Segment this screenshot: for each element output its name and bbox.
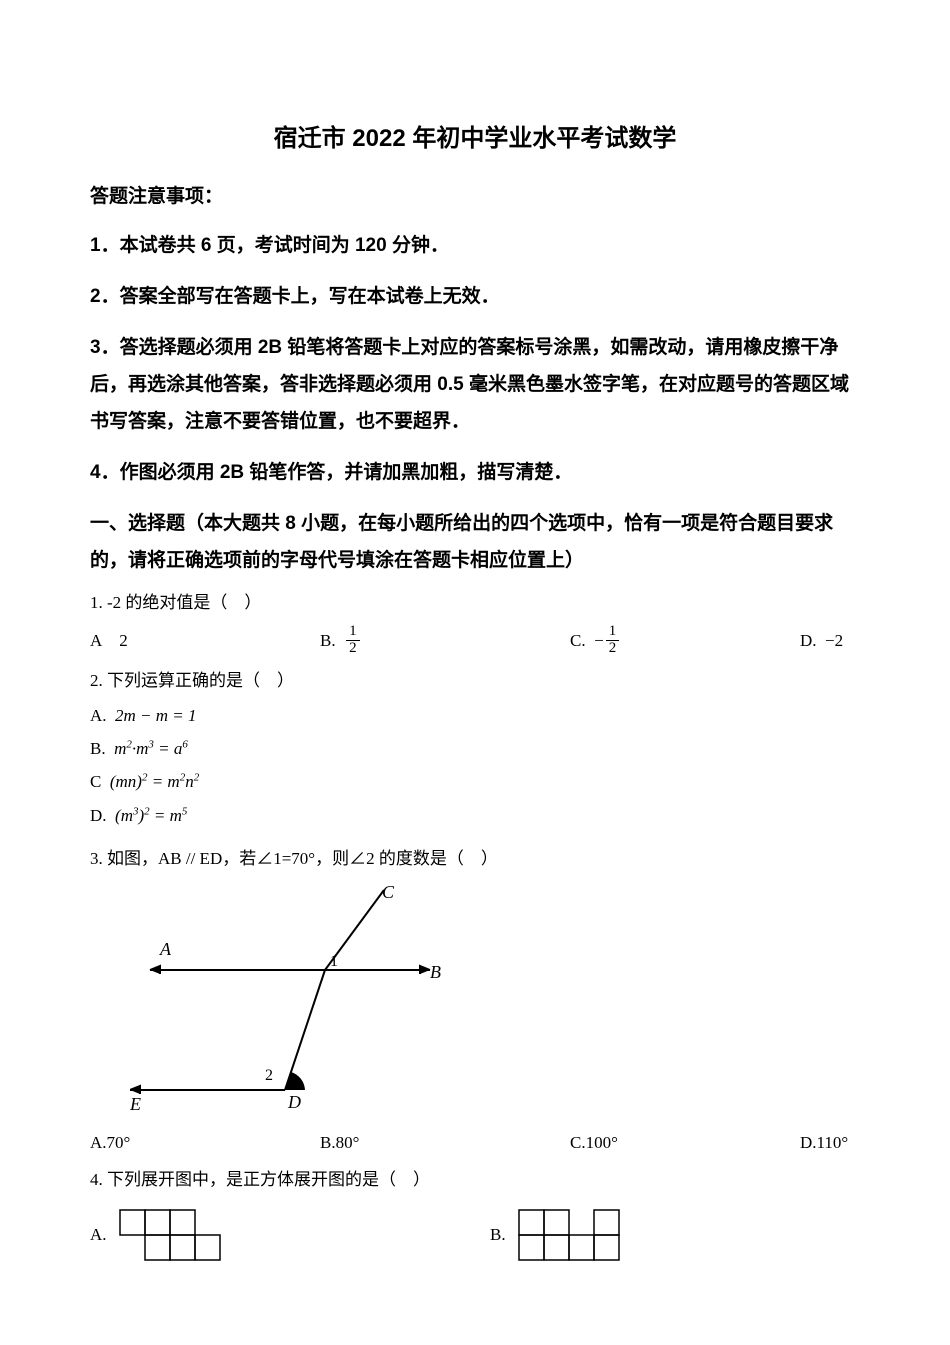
- q3-option-a: A. 70°: [90, 1129, 320, 1156]
- q4-options-row: A. B.: [90, 1205, 860, 1263]
- label-B: B: [430, 962, 441, 982]
- q3-option-b: B. 80°: [320, 1129, 570, 1156]
- instruction-2: 2．答案全部写在答题卡上，写在本试卷上无效．: [90, 278, 860, 315]
- label-A: A: [159, 939, 172, 959]
- q2-option-c: C (mn)2 = m2n2: [90, 768, 490, 795]
- label-E: E: [130, 1094, 141, 1110]
- q4-option-a: A.: [90, 1205, 490, 1263]
- q1-options: A 2 B. 1 2 C. − 1 2 D. −2: [90, 624, 860, 657]
- q4-option-b: B.: [490, 1205, 659, 1263]
- q1-a-label: A: [90, 627, 119, 654]
- frac-den: 2: [346, 641, 360, 657]
- q1-b-label: B.: [320, 627, 344, 654]
- q1-d-label: D.: [800, 627, 825, 654]
- neg-sign: −: [594, 627, 604, 654]
- instruction-3: 3．答选择题必须用 2B 铅笔将答题卡上对应的答案标号涂黑，如需改动，请用橡皮擦…: [90, 329, 860, 440]
- section-1-heading: 一、选择题（本大题共 8 小题，在每小题所给出的四个选项中，恰有一项是符合题目要…: [90, 505, 860, 579]
- q1-c-label: C.: [570, 627, 594, 654]
- q2-options: A. 2m − m = 1 B. m2·m3 = a6 C (mn)2 = m2…: [90, 702, 860, 835]
- q2-d-label: D.: [90, 802, 115, 829]
- q3-options: A. 70° B. 80° C. 100° D. 110°: [90, 1129, 860, 1156]
- label-1: 1: [330, 953, 338, 970]
- q2-b-label: B.: [90, 735, 114, 762]
- q1-option-c: C. − 1 2: [570, 624, 800, 657]
- q4-stem: 4. 下列展开图中，是正方体展开图的是（ ）: [90, 1166, 860, 1193]
- frac-num: 1: [606, 624, 620, 641]
- q2-c-expr: (mn)2 = m2n2: [110, 768, 199, 795]
- q2-option-b: B. m2·m3 = a6: [90, 735, 490, 762]
- q1-option-a: A 2: [90, 627, 320, 654]
- angle-2-mark: [285, 1072, 305, 1090]
- q3-stem: 3. 如图，AB // ED，若∠1=70°，则∠2 的度数是（ ）: [90, 845, 860, 872]
- label-D: D: [287, 1092, 301, 1110]
- q3-svg: A B C D E 1 2: [130, 880, 470, 1110]
- instruction-1: 1．本试卷共 6 页，考试时间为 120 分钟．: [90, 227, 860, 264]
- q3-option-c: C. 100°: [570, 1129, 800, 1156]
- q2-a-expr: 2m − m = 1: [115, 702, 197, 729]
- q2-a-label: A.: [90, 702, 115, 729]
- q2-b-expr: m2·m3 = a6: [114, 735, 188, 762]
- page-title: 宿迁市 2022 年初中学业水平考试数学: [90, 120, 860, 158]
- frac-num: 1: [346, 624, 360, 641]
- instruction-4: 4．作图必须用 2B 铅笔作答，并请加黑加粗，描写清楚．: [90, 454, 860, 491]
- q2-option-a: A. 2m − m = 1: [90, 702, 490, 729]
- q3-option-d: D. 110°: [800, 1129, 860, 1156]
- q3-diagram: A B C D E 1 2: [130, 880, 860, 1119]
- q1-a-value: 2: [119, 627, 128, 654]
- frac-den: 2: [606, 641, 620, 657]
- q2-stem: 2. 下列运算正确的是（ ）: [90, 667, 860, 694]
- q2-option-d: D. (m3)2 = m5: [90, 802, 490, 829]
- q1-option-b: B. 1 2: [320, 624, 570, 657]
- q2-c-label: C: [90, 768, 110, 795]
- label-C: C: [382, 882, 395, 902]
- notice-heading: 答题注意事项：: [90, 182, 860, 212]
- q2-d-expr: (m3)2 = m5: [115, 802, 187, 829]
- fraction-half: 1 2: [346, 624, 360, 657]
- q1-option-d: D. −2: [800, 627, 860, 654]
- q1-stem: 1. -2 的绝对值是（ ）: [90, 589, 860, 616]
- label-2: 2: [265, 1067, 273, 1084]
- q4-net-a: [115, 1205, 245, 1263]
- q1-d-value: −2: [825, 627, 843, 654]
- q4-net-b: [514, 1205, 659, 1263]
- fraction-neg-half: 1 2: [606, 624, 620, 657]
